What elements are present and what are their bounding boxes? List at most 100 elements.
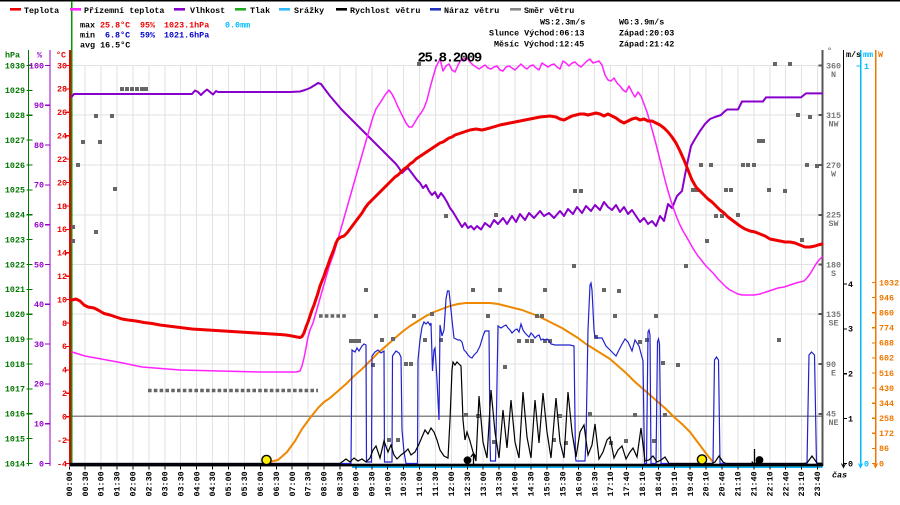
svg-text:1025: 1025 xyxy=(5,186,25,196)
svg-text:0: 0 xyxy=(39,459,44,469)
svg-text:Rychlost větru: Rychlost větru xyxy=(350,6,420,16)
svg-text:15:00: 15:00 xyxy=(543,471,553,496)
svg-text:1020: 1020 xyxy=(5,310,25,320)
svg-text:N: N xyxy=(831,70,836,80)
svg-text:08:30: 08:30 xyxy=(336,471,346,496)
svg-text:hPa: hPa xyxy=(5,51,20,61)
svg-text:24: 24 xyxy=(57,132,67,142)
svg-text:04:30: 04:30 xyxy=(208,471,218,496)
svg-text:02:00: 02:00 xyxy=(129,471,139,496)
svg-text:12: 12 xyxy=(57,272,67,282)
svg-text:03:30: 03:30 xyxy=(176,471,186,496)
svg-text:16:00: 16:00 xyxy=(574,471,584,496)
svg-text:14:30: 14:30 xyxy=(527,471,537,496)
svg-text:čas: čas xyxy=(832,471,847,481)
svg-text:10:00: 10:00 xyxy=(383,471,393,496)
svg-text:90: 90 xyxy=(34,101,44,111)
svg-text:1030: 1030 xyxy=(5,61,25,71)
svg-text:00:30: 00:30 xyxy=(81,471,91,496)
svg-text:17:10: 17:10 xyxy=(606,471,616,496)
svg-text:02:30: 02:30 xyxy=(145,471,155,496)
svg-text:WS:2.3m/s: WS:2.3m/s xyxy=(540,18,585,28)
svg-text:20:10: 20:10 xyxy=(702,471,712,496)
svg-text:4: 4 xyxy=(848,280,853,290)
svg-text:360: 360 xyxy=(826,61,841,71)
svg-text:19:10: 19:10 xyxy=(670,471,680,496)
svg-text:14: 14 xyxy=(57,249,67,259)
svg-text:1022: 1022 xyxy=(5,260,25,270)
svg-text:15:30: 15:30 xyxy=(558,471,568,496)
svg-text:NE: NE xyxy=(829,418,839,428)
svg-text:Teplota: Teplota xyxy=(24,6,59,16)
svg-text:0: 0 xyxy=(864,459,869,469)
svg-text:10: 10 xyxy=(57,295,67,305)
svg-text:135: 135 xyxy=(826,310,841,320)
svg-text:05:30: 05:30 xyxy=(240,471,250,496)
svg-text:59%: 59% xyxy=(140,31,156,41)
svg-text:25.8.2009: 25.8.2009 xyxy=(418,51,482,67)
svg-text:21:40: 21:40 xyxy=(750,471,760,496)
svg-text:28: 28 xyxy=(57,85,67,95)
svg-text:602: 602 xyxy=(879,354,894,364)
svg-text:21:10: 21:10 xyxy=(734,471,744,496)
svg-text:13:00: 13:00 xyxy=(479,471,489,496)
svg-text:11:00: 11:00 xyxy=(415,471,425,496)
svg-text:50: 50 xyxy=(34,260,44,270)
svg-text:05:00: 05:00 xyxy=(224,471,234,496)
svg-text:07:30: 07:30 xyxy=(304,471,314,496)
svg-text:16: 16 xyxy=(57,225,67,235)
svg-text:1: 1 xyxy=(864,62,869,72)
svg-text:0: 0 xyxy=(879,459,884,469)
svg-text:1029: 1029 xyxy=(5,86,25,96)
svg-text:W: W xyxy=(878,50,884,60)
svg-text:688: 688 xyxy=(879,339,894,349)
svg-text:315: 315 xyxy=(826,111,841,121)
svg-text:4: 4 xyxy=(62,366,67,376)
svg-text:17:40: 17:40 xyxy=(622,471,632,496)
svg-text:°: ° xyxy=(827,47,832,57)
svg-text:1014: 1014 xyxy=(5,459,25,469)
svg-text:180: 180 xyxy=(826,260,841,270)
svg-text:8: 8 xyxy=(62,319,67,329)
svg-text:1019: 1019 xyxy=(5,335,25,345)
svg-text:S: S xyxy=(831,269,836,279)
svg-text:22:10: 22:10 xyxy=(765,471,775,496)
svg-text:1023.1hPa: 1023.1hPa xyxy=(164,21,209,31)
svg-text:22:40: 22:40 xyxy=(781,471,791,496)
svg-text:774: 774 xyxy=(879,324,894,334)
svg-text:0: 0 xyxy=(62,413,67,423)
svg-text:946: 946 xyxy=(879,293,894,303)
svg-text:06:00: 06:00 xyxy=(256,471,266,496)
svg-text:°C: °C xyxy=(56,51,66,61)
svg-text:10:30: 10:30 xyxy=(399,471,409,496)
svg-text:13:30: 13:30 xyxy=(495,471,505,496)
svg-text:20: 20 xyxy=(34,380,44,390)
svg-text:18:40: 18:40 xyxy=(654,471,664,496)
svg-text:Západ:20:03: Západ:20:03 xyxy=(619,29,674,39)
svg-text:6.8°C: 6.8°C xyxy=(105,31,130,41)
svg-text:90: 90 xyxy=(826,360,836,370)
svg-text:100: 100 xyxy=(29,61,44,71)
svg-text:23:40: 23:40 xyxy=(813,471,823,496)
svg-text:30: 30 xyxy=(34,340,44,350)
svg-text:1026: 1026 xyxy=(5,161,25,171)
svg-text:258: 258 xyxy=(879,414,894,424)
svg-text:3: 3 xyxy=(848,325,853,335)
svg-text:Západ:21:42: Západ:21:42 xyxy=(619,40,674,50)
svg-text:860: 860 xyxy=(879,309,894,319)
svg-text:12:30: 12:30 xyxy=(463,471,473,496)
svg-text:04:00: 04:00 xyxy=(192,471,202,496)
svg-text:Slunce Východ:06:13: Slunce Východ:06:13 xyxy=(489,29,585,39)
svg-text:30: 30 xyxy=(57,61,67,71)
svg-text:Přízemní teplota: Přízemní teplota xyxy=(84,6,164,16)
svg-text:1021: 1021 xyxy=(5,285,25,295)
svg-text:20:40: 20:40 xyxy=(718,471,728,496)
svg-text:1032: 1032 xyxy=(879,278,899,288)
svg-text:Měsíc: Měsíc xyxy=(494,40,519,50)
svg-text:516: 516 xyxy=(879,369,894,379)
svg-text:NW: NW xyxy=(829,120,840,130)
svg-text:18: 18 xyxy=(57,202,67,212)
svg-text:20: 20 xyxy=(57,178,67,188)
svg-text:03:00: 03:00 xyxy=(160,471,170,496)
svg-text:1: 1 xyxy=(848,414,853,424)
